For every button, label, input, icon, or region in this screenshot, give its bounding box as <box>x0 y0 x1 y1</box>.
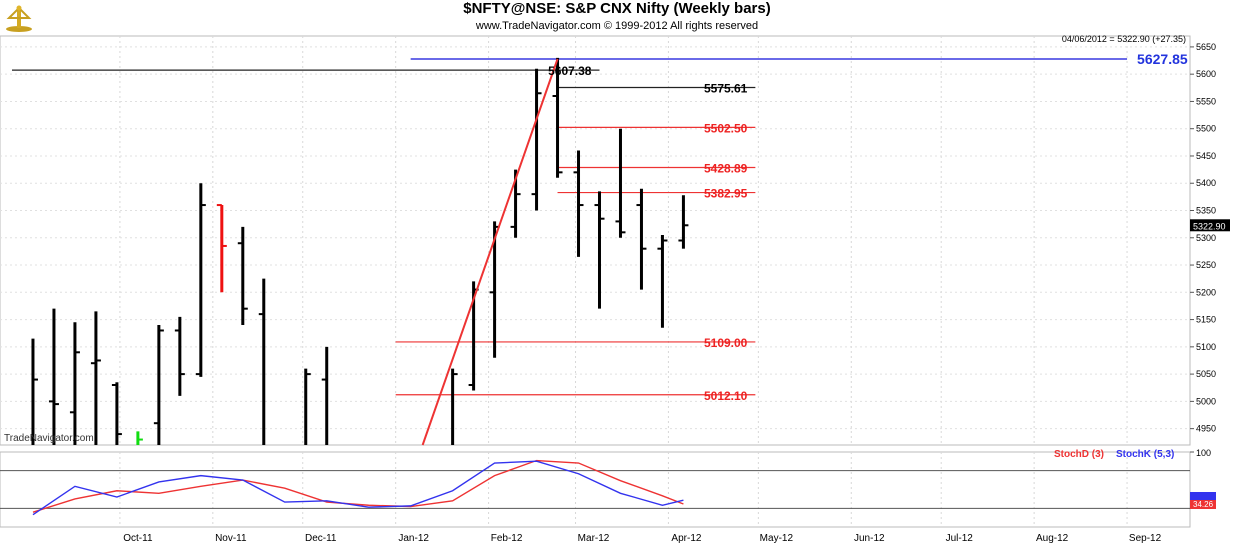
y-tick-label: 5050 <box>1196 369 1216 379</box>
last-quote: 04/06/2012 = 5322.90 (+27.35) <box>1061 34 1186 44</box>
y-tick-label: 5650 <box>1196 42 1216 52</box>
stoch-panel-frame <box>0 451 1191 528</box>
y-tick-label: 5150 <box>1196 315 1216 325</box>
y-tick-label: 5500 <box>1196 124 1216 134</box>
level-label: 5109.00 <box>704 336 748 350</box>
stoch-series-line <box>32 459 684 513</box>
y-tick-label: 5600 <box>1196 69 1216 79</box>
stoch-series-line <box>32 460 684 516</box>
level-label: 5502.50 <box>704 121 748 135</box>
level-label: 5382.95 <box>704 187 748 201</box>
trendline <box>421 58 559 446</box>
y-tick-label: 5350 <box>1196 206 1216 216</box>
horizontal-lines <box>11 57 1128 396</box>
price-bars <box>31 57 689 445</box>
y-tick-label: 5000 <box>1196 396 1216 406</box>
x-tick-label: Aug-12 <box>1036 533 1069 544</box>
y-tick-label: 4950 <box>1196 424 1216 434</box>
last-price-label: 5322.90 <box>1193 221 1226 231</box>
stochk-legend: StochK (5,3) <box>1116 449 1175 460</box>
x-tick-label: Dec-11 <box>305 533 337 544</box>
stoch-value-label: 34.26 <box>1193 500 1214 509</box>
stochd-value-box <box>1190 500 1216 509</box>
x-tick-label: Oct-11 <box>123 533 153 544</box>
x-tick-label: Sep-12 <box>1129 533 1162 544</box>
stochastic-panel: 100 34.26 <box>0 448 1216 516</box>
y-tick-label: 5100 <box>1196 342 1216 352</box>
y-tick-label: 5450 <box>1196 151 1216 161</box>
level-label: 5012.10 <box>704 389 748 403</box>
x-tick-label: Jun-12 <box>854 533 885 544</box>
x-tick-label: Feb-12 <box>491 533 523 544</box>
trend-line <box>421 58 559 446</box>
x-tick-label: May-12 <box>760 533 794 544</box>
logo-icon <box>4 4 34 34</box>
x-tick-label: Mar-12 <box>578 533 610 544</box>
x-tick-label: Apr-12 <box>671 533 701 544</box>
price-panel-frame <box>0 35 1191 446</box>
y-tick-label: 5550 <box>1196 96 1216 106</box>
y-tick-label: 5200 <box>1196 287 1216 297</box>
watermark: TradeNavigator.com <box>4 433 94 444</box>
y-tick-label: 5250 <box>1196 260 1216 270</box>
level-label: 5575.61 <box>704 81 748 95</box>
level-label: 5428.89 <box>704 161 748 175</box>
level-label: 5607.38 <box>548 64 592 78</box>
stochk-value-box <box>1190 492 1216 500</box>
stochd-legend: StochD (3) <box>1054 449 1104 460</box>
level-labels: 5627.85 5607.38 5575.61 5502.50 5428.89 5382.… <box>548 51 1188 403</box>
chart-title: $NFTY@NSE: S&P CNX Nifty (Weekly bars) <box>463 0 771 17</box>
level-label: 5627.85 <box>1137 51 1188 67</box>
x-tick-label: Nov-11 <box>215 533 247 544</box>
grid <box>0 35 1191 528</box>
y-tick-label: 5300 <box>1196 233 1216 243</box>
last-price-box <box>1190 219 1230 232</box>
y-tick-label: 5400 <box>1196 178 1216 188</box>
chart-subtitle: www.TradeNavigator.com © 1999-2012 All r… <box>475 20 759 32</box>
x-tick-label: Jul-12 <box>946 533 974 544</box>
axes: Oct-11 Nov-11 Dec-11 Jan-12 Feb-12 Mar-12 Apr-… <box>123 42 1230 544</box>
stoch-y-label: 100 <box>1196 448 1211 458</box>
x-tick-label: Jan-12 <box>398 533 429 544</box>
